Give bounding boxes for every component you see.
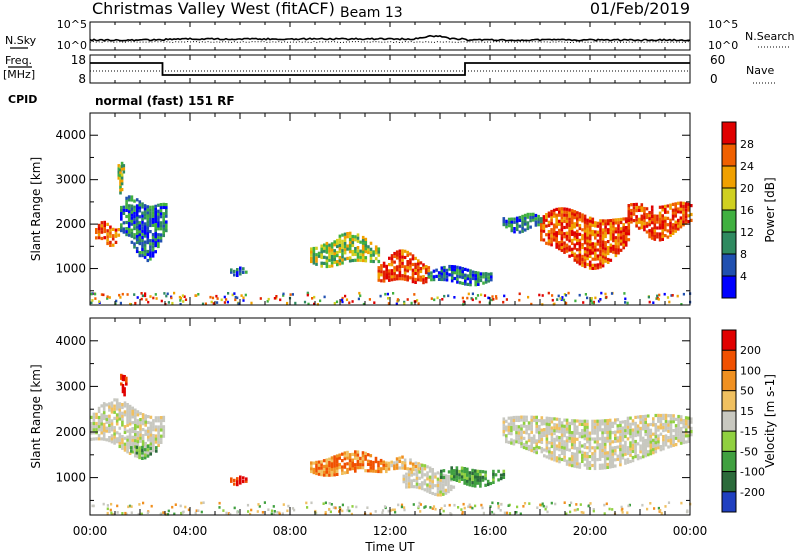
freq-trace bbox=[90, 62, 690, 76]
freq-left-unit: [MHz] bbox=[3, 68, 35, 81]
station-title: Christmas Valley West (fitACF) bbox=[92, 0, 335, 18]
xtick-label-4: 16:00 bbox=[473, 524, 508, 538]
cpid-mode: normal (fast) 151 RF bbox=[95, 94, 235, 108]
noise-left-label: N.Sky bbox=[5, 34, 37, 47]
power-colorbar-swatch bbox=[722, 254, 736, 276]
xtick-label-1: 04:00 bbox=[173, 524, 208, 538]
velocity-colorbar-swatch bbox=[722, 390, 736, 411]
power-colorbar-swatch bbox=[722, 276, 736, 298]
velocity-colorbar-tick-4: -15 bbox=[740, 425, 758, 438]
power-ytick-label-2: 2000 bbox=[55, 217, 86, 231]
power-colorbar-swatch bbox=[722, 122, 736, 144]
velocity-ytick-label-1: 3000 bbox=[55, 379, 86, 393]
xtick-label-5: 20:00 bbox=[573, 524, 608, 538]
power-colorbar-tick-2: 20 bbox=[740, 182, 754, 195]
power-colorbar-swatch bbox=[722, 210, 736, 232]
velocity-panel-data bbox=[90, 373, 693, 516]
xtick-label-2: 08:00 bbox=[273, 524, 308, 538]
beam-label: Beam 13 bbox=[340, 5, 403, 21]
velocity-ylabel: Slant Range [km] bbox=[29, 364, 43, 468]
power-colorbar-tick-6: 4 bbox=[740, 270, 747, 283]
power-colorbar-swatch bbox=[722, 232, 736, 254]
velocity-colorbar-swatch bbox=[722, 330, 736, 351]
power-colorbar-swatch bbox=[722, 166, 736, 188]
power-colorbar-swatch bbox=[722, 188, 736, 210]
velocity-colorbar-swatch bbox=[722, 350, 736, 371]
xtick-label-6: 00:00 bbox=[673, 524, 708, 538]
power-colorbar-label: Power [dB] bbox=[763, 177, 777, 242]
velocity-panel-frame bbox=[89, 317, 691, 516]
velocity-colorbar-tick-2: 50 bbox=[740, 385, 754, 398]
velocity-colorbar-tick-1: 100 bbox=[740, 364, 761, 377]
velocity-colorbar-swatch bbox=[722, 471, 736, 492]
plot-date: 01/Feb/2019 bbox=[590, 0, 690, 18]
power-colorbar-tick-5: 8 bbox=[740, 248, 747, 261]
velocity-colorbar-swatch bbox=[722, 431, 736, 452]
power-ytick-label-3: 1000 bbox=[55, 262, 86, 276]
power-ytick-label-1: 3000 bbox=[55, 173, 86, 187]
power-ytick-label-0: 4000 bbox=[55, 128, 86, 142]
freq-right-tick-top: 60 bbox=[710, 53, 725, 67]
velocity-colorbar-frame bbox=[721, 329, 737, 513]
power-colorbar-tick-1: 24 bbox=[740, 160, 754, 173]
power-panel-data bbox=[90, 161, 693, 306]
noise-right-label: N.Search bbox=[745, 30, 795, 43]
xtick-label-0: 00:00 bbox=[73, 524, 108, 538]
velocity-colorbar-swatch bbox=[722, 451, 736, 472]
noise-left-tick-bottom: 10^0 bbox=[57, 39, 87, 52]
freq-left-tick-bottom: 8 bbox=[78, 72, 86, 86]
velocity-colorbar-tick-0: 200 bbox=[740, 344, 761, 357]
power-colorbar-swatch bbox=[722, 144, 736, 166]
power-colorbar-tick-3: 16 bbox=[740, 204, 754, 217]
velocity-colorbar-tick-3: 15 bbox=[740, 405, 754, 418]
velocity-colorbar-label: Velocity [m s-1] bbox=[763, 374, 777, 468]
power-colorbar-tick-0: 28 bbox=[740, 138, 754, 151]
noise-search-trace bbox=[89, 40, 691, 44]
freq-right-label: Nave bbox=[746, 64, 774, 77]
velocity-colorbar-tick-6: -100 bbox=[740, 466, 765, 479]
noise-right-tick-top: 10^5 bbox=[708, 18, 738, 31]
freq-right-tick-bottom: 0 bbox=[710, 72, 718, 86]
velocity-ytick-label-3: 1000 bbox=[55, 471, 86, 485]
velocity-colorbar-swatch bbox=[722, 491, 736, 512]
velocity-colorbar-swatch bbox=[722, 370, 736, 391]
noise-left-tick-top: 10^5 bbox=[57, 18, 87, 31]
velocity-colorbar-tick-5: -50 bbox=[740, 445, 758, 458]
velocity-colorbar-swatch bbox=[722, 410, 736, 432]
freq-left-label: Freq. bbox=[5, 54, 32, 67]
freq-left-tick-top: 18 bbox=[71, 53, 86, 67]
power-colorbar-tick-4: 12 bbox=[740, 226, 754, 239]
noise-right-tick-bottom: 10^0 bbox=[708, 39, 738, 52]
xaxis-label: Time UT bbox=[364, 540, 415, 554]
velocity-colorbar-tick-7: -200 bbox=[740, 486, 765, 499]
power-ylabel: Slant Range [km] bbox=[29, 157, 43, 261]
xtick-label-3: 12:00 bbox=[373, 524, 408, 538]
cpid-label: CPID bbox=[8, 93, 37, 106]
velocity-ytick-label-2: 2000 bbox=[55, 425, 86, 439]
velocity-ytick-label-0: 4000 bbox=[55, 334, 86, 348]
noise-sky-trace bbox=[89, 34, 690, 42]
